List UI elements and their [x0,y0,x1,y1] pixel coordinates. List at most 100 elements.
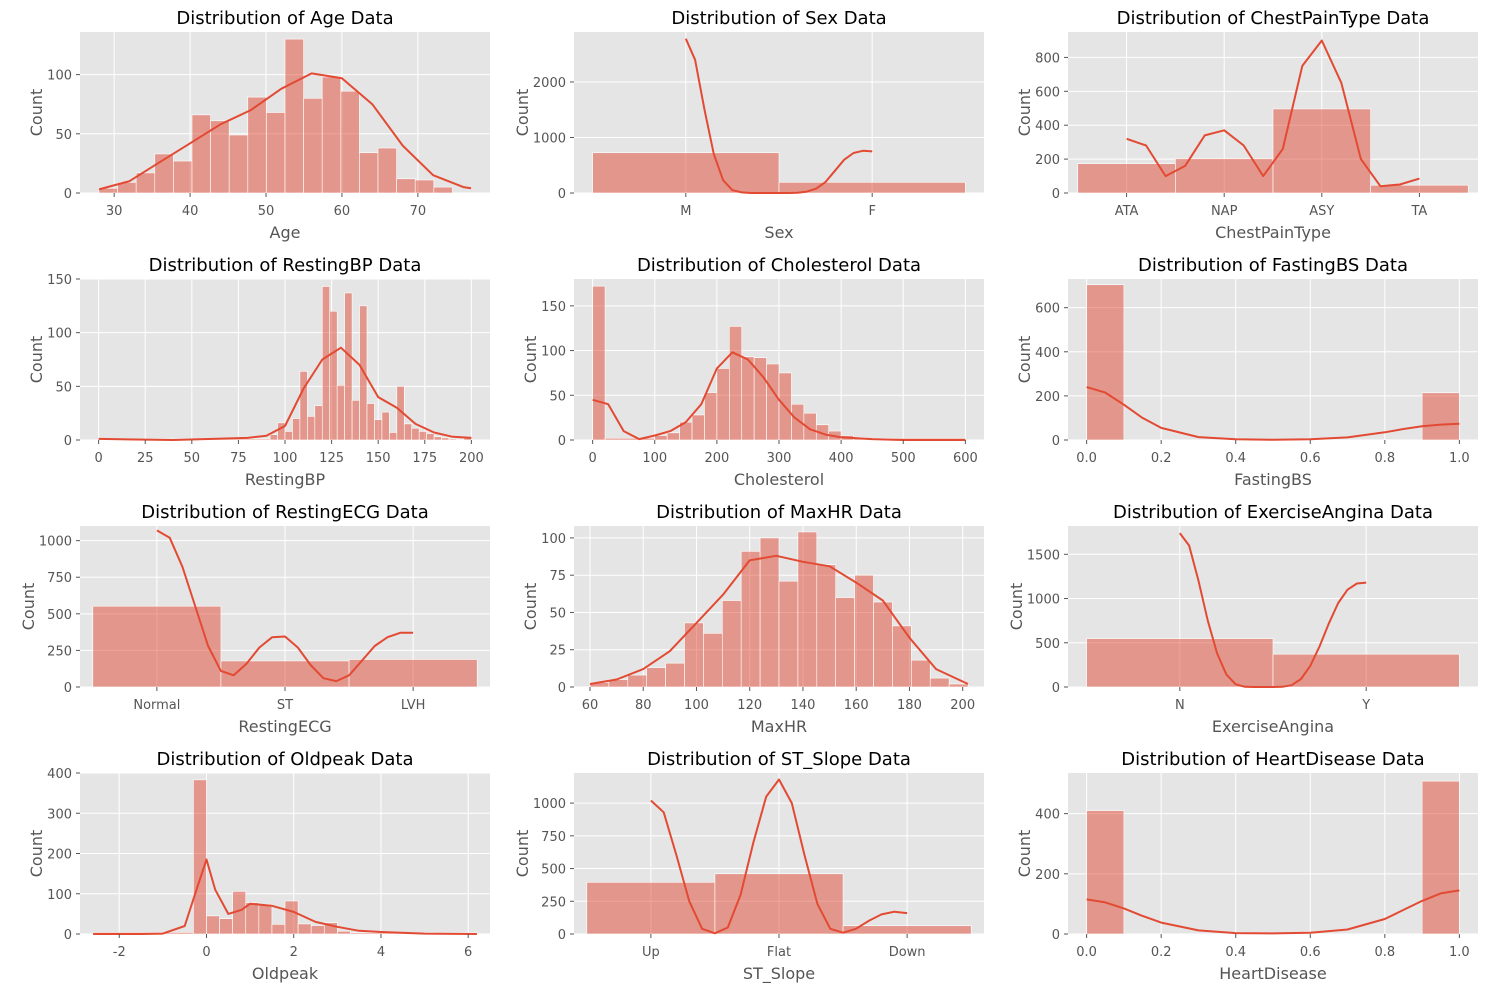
histogram-bar [344,292,353,441]
x-tick-label: 50 [258,204,275,219]
histogram-bar [191,114,211,194]
chart-title: Distribution of Oldpeak Data [156,749,413,770]
x-tick-label: Normal [133,698,180,713]
x-tick-label: TA [1411,204,1428,219]
histogram-bar [337,930,351,935]
histogram-bar [277,422,286,441]
histogram-bar [1077,163,1176,194]
histogram-bar [193,779,207,935]
histogram-bar [228,134,249,194]
histogram-bar [377,147,397,194]
chart-title: Distribution of MaxHR Data [656,502,902,523]
subplot-st_slope: Up Flat Down 0 250 500 750 1000 Distribution of … [513,749,984,984]
chart-title: Distribution of RestingBP Data [149,255,422,276]
histogram-bar [348,659,478,688]
kde-line [156,529,414,683]
y-tick-label: 500 [1035,637,1060,652]
histogram-bar [604,437,656,441]
chart-title: Distribution of HeartDisease Data [1121,749,1424,770]
histogram-bar [414,179,435,194]
x-tick-label: 6 [464,945,472,960]
y-tick-label: 1500 [1027,548,1060,563]
y-tick-label: 250 [541,895,566,910]
histogram-bar [210,120,230,194]
y-tick-label: 400 [47,767,72,782]
y-tick-label: 100 [541,532,566,547]
y-tick-label: 200 [47,848,72,863]
x-axis-label: Sex [764,223,793,242]
x-axis-label: ExerciseAngina [1212,717,1334,736]
histogram-bar [321,286,331,441]
histogram-bar [441,437,450,441]
histogram-bar [310,925,325,935]
chart-title: Distribution of Sex Data [671,8,886,29]
histogram-bar [1421,780,1460,935]
x-tick-label: 175 [412,451,437,466]
y-tick-label: 400 [1035,346,1060,361]
x-axis-label: HeartDisease [1219,964,1326,983]
histogram-bar [654,435,668,441]
histogram-bar [219,918,233,935]
histogram-bar [323,922,338,935]
histogram-bar [433,186,453,194]
y-tick-label: 50 [549,389,566,404]
histogram-bar [389,432,398,441]
subplot-maxhr: 60 80 100 120 140 160 180 200 0 25 50 75 100 Distribu… [521,502,984,736]
histogram-bar [1086,810,1125,935]
x-tick-label: 150 [366,451,391,466]
x-axis-label: RestingECG [238,717,331,736]
x-tick-label: NAP [1211,204,1238,219]
x-tick-label: 60 [334,204,351,219]
histogram-bar [374,419,383,441]
histogram-bar [842,925,972,935]
x-axis-label: Cholesterol [734,470,824,489]
y-tick-label: 2000 [533,76,566,91]
histogram-bar [778,580,799,688]
y-tick-label: 50 [55,128,72,143]
histogram-bar [433,436,442,441]
y-tick-label: 75 [549,569,566,584]
y-tick-label: 100 [47,327,72,342]
histogram-bar [340,90,360,194]
histogram-bar [691,414,705,441]
histogram-bar [835,597,855,688]
x-tick-label: 600 [953,451,978,466]
x-tick-label: 140 [791,698,816,713]
y-tick-label: 100 [47,888,72,903]
y-axis-label: Count [27,336,46,384]
histogram-bar [258,903,273,935]
histogram-bar [396,178,416,194]
chart-title: Distribution of RestingECG Data [141,502,428,523]
chart-title: Distribution of FastingBS Data [1138,255,1408,276]
x-axis-label: RestingBP [245,470,326,489]
chart-title: Distribution of ExerciseAngina Data [1113,502,1433,523]
histogram-bar [929,677,950,688]
y-tick-label: 1000 [533,131,566,146]
x-tick-label: 25 [137,451,154,466]
histogram-bar [716,368,730,441]
x-tick-label: 50 [184,451,201,466]
subplot-oldpeak: -2 0 2 4 6 0 100 200 300 400 Distribution of Oldpe… [27,749,490,983]
x-axis-label: FastingBS [1234,470,1312,489]
x-tick-label: Y [1361,698,1370,713]
x-tick-label: 0.0 [1076,945,1097,960]
y-axis-label: Count [1015,89,1034,137]
y-tick-label: 750 [541,830,566,845]
y-axis-label: Count [513,89,532,137]
x-tick-label: 0.4 [1225,451,1246,466]
histogram-bar [721,600,742,688]
subplot-exerciseangina: N Y 0 500 1000 1500 Distribution of ExerciseAn… [1007,502,1478,736]
histogram-bar [284,900,299,935]
histogram-bar [1421,392,1460,441]
kde-line [684,38,873,194]
x-tick-label: 0 [94,451,102,466]
y-tick-label: 0 [64,434,72,449]
kde-line [98,346,472,441]
histogram-bar [1272,108,1371,194]
x-tick-label: 300 [767,451,792,466]
subplot-restingbp: 0 25 50 75 100 125 150 175 200 0 50 100 150 Distribut… [27,255,490,489]
y-tick-label: 150 [541,300,566,315]
y-axis-label: Count [27,830,46,878]
histogram-bar [911,659,931,688]
x-tick-label: 0.6 [1300,451,1321,466]
